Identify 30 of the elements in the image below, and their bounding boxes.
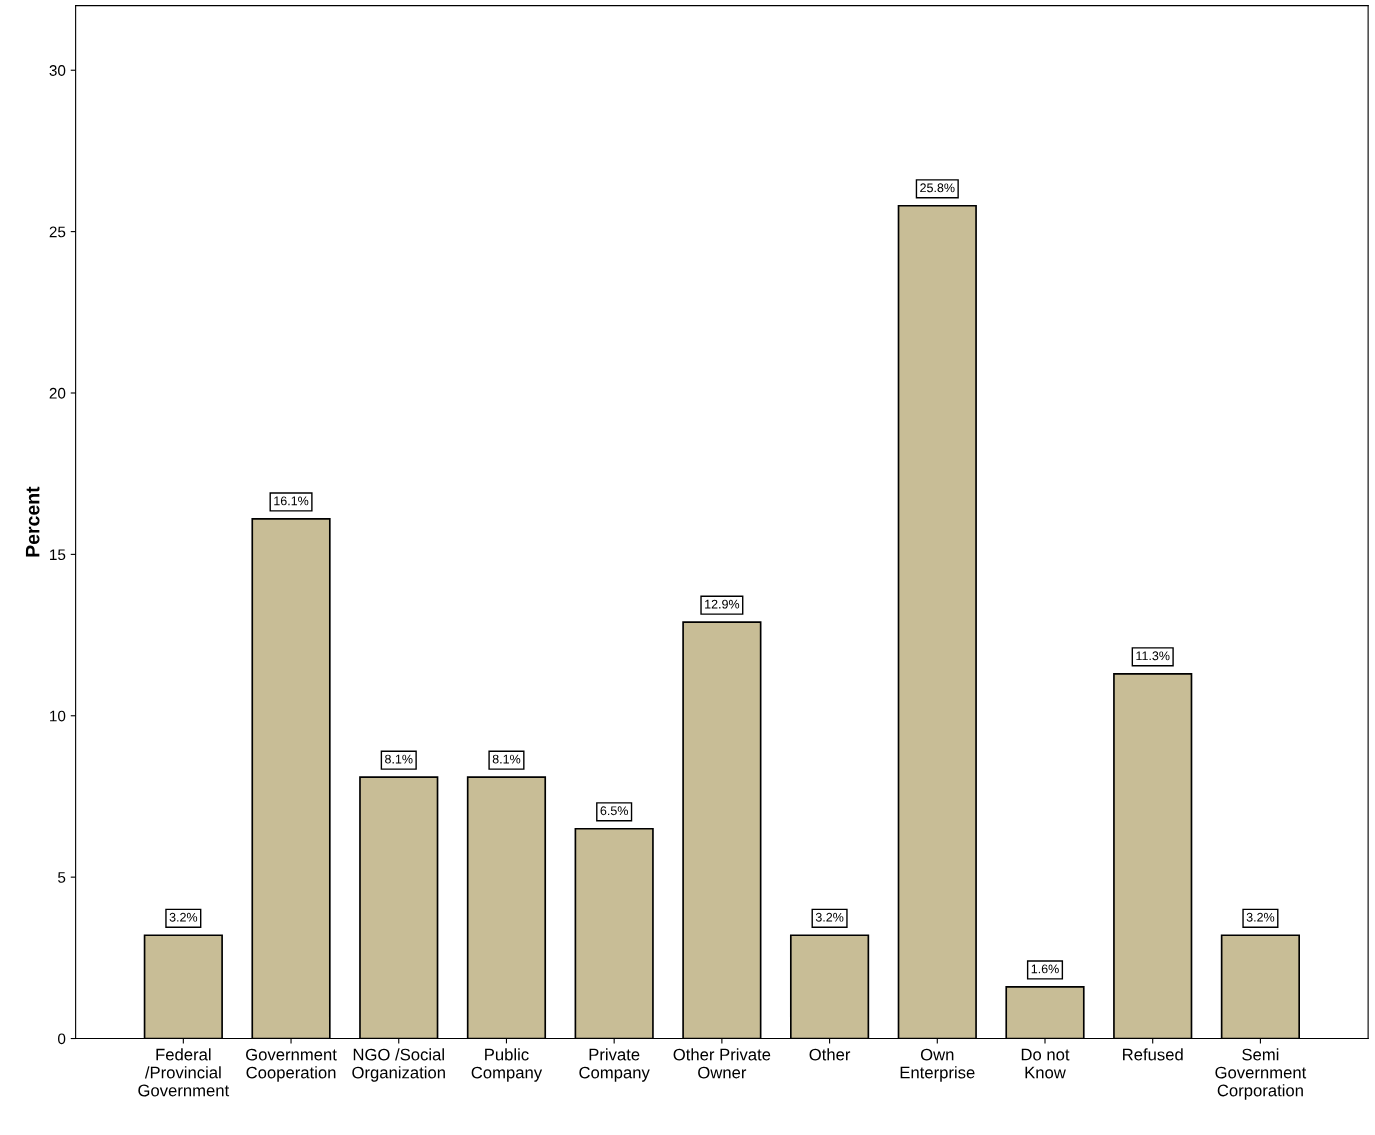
x-tick-label: Other [809, 1048, 851, 1061]
data-label: 8.1% [492, 754, 521, 764]
x-tick-label: Other Private Owner [673, 1048, 771, 1079]
x-tick-label: Private Company [579, 1048, 650, 1082]
data-label: 8.1% [385, 754, 413, 764]
data-label: 3.2% [169, 912, 198, 922]
x-tick-label: Do not Know [1021, 1048, 1070, 1079]
data-label: 3.2% [815, 912, 844, 922]
x-tick-label: Federal /Provincial Government [138, 1048, 230, 1097]
y-tick-label: 30 [49, 65, 66, 76]
data-label: 3.2% [1246, 912, 1275, 922]
x-tick-label: Public Company [471, 1048, 543, 1082]
y-tick-label: 0 [58, 1033, 66, 1045]
data-label: 25.8% [920, 183, 955, 193]
y-tick-label: 5 [58, 872, 66, 883]
y-tick-label: 10 [50, 710, 66, 722]
x-tick-label: Semi Government Corporation [1215, 1048, 1307, 1100]
x-tick-label: Refused [1123, 1048, 1183, 1061]
y-axis-title: Percent [25, 486, 40, 557]
data-label: 11.3% [1136, 651, 1170, 661]
data-label: 12.9% [705, 599, 740, 609]
y-tick-label: 20 [49, 387, 66, 399]
y-tick-label: 25 [49, 226, 66, 238]
y-tick-label: 15 [50, 549, 66, 561]
x-tick-label: Own Enterprise [900, 1048, 975, 1082]
data-label: 16.1% [274, 496, 309, 506]
data-label: 1.6% [1031, 964, 1059, 974]
data-label: 6.5% [600, 806, 628, 816]
x-tick-label: NGO /Social Organization [352, 1048, 445, 1082]
x-tick-label: Government Cooperation [246, 1048, 337, 1082]
